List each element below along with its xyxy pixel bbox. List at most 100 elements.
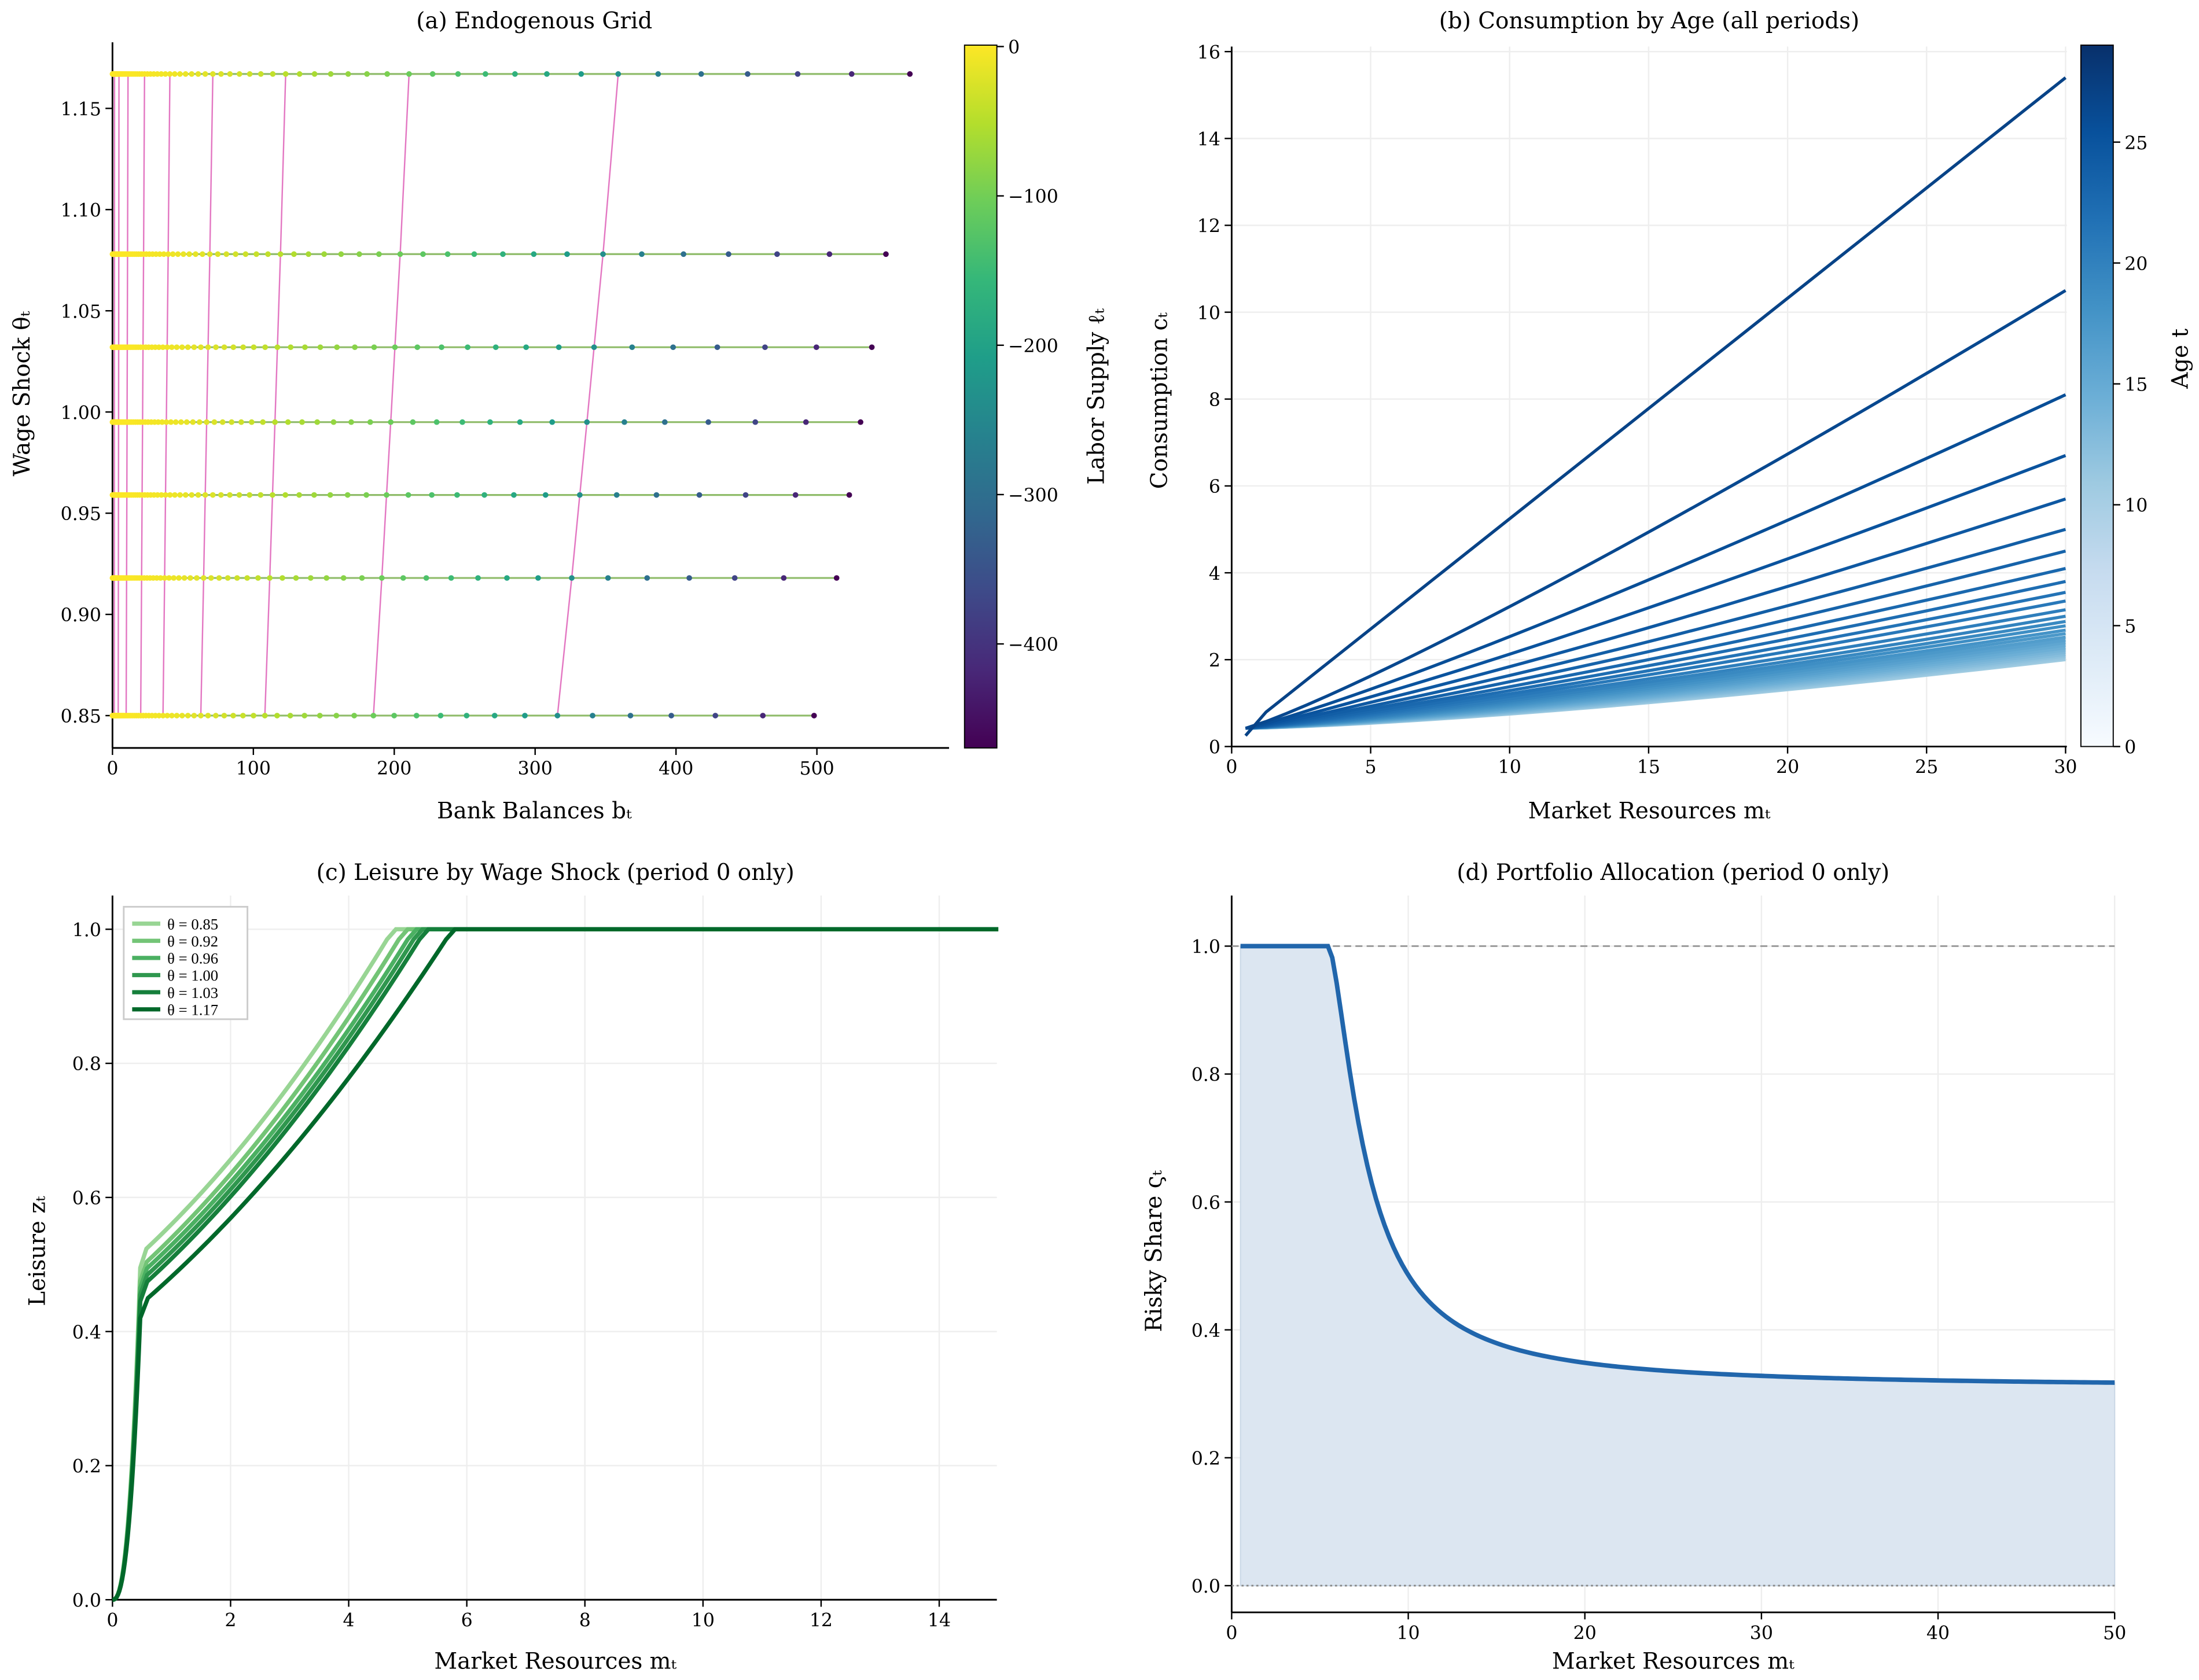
panel-a-point (414, 344, 421, 351)
panel-a-point (160, 344, 166, 351)
panel-a-point (410, 419, 416, 425)
panel-a-colorbar-label: Labor Supply ℓₜ (1083, 308, 1109, 485)
panel-a-point (826, 251, 833, 257)
panel-b-colorbar-tick-label: 20 (2124, 254, 2147, 275)
panel-a-point (223, 251, 230, 257)
panel-a-point (181, 251, 186, 257)
panel-a-point (696, 492, 703, 498)
panel-b-age-line (1245, 528, 2066, 730)
panel-b-age-line (1245, 549, 2066, 730)
panel-c-leisure-line (112, 927, 999, 1602)
panel-a-point (491, 713, 498, 719)
panel-a-point (600, 251, 606, 257)
panel-a-point (270, 492, 275, 498)
panel-a-point (742, 492, 749, 498)
panel-b-y-tick-label: 6 (1209, 477, 1220, 498)
panel-a-point (622, 419, 627, 425)
panel-c-legend-label: θ = 0.96 (167, 950, 218, 967)
panel-a-point (209, 492, 216, 498)
panel-c-leisure-line (112, 927, 999, 1602)
panel-a-point (483, 71, 488, 77)
panel-b-colorbar-tick-label: 0 (2124, 738, 2136, 758)
panel-b-y-tick-label: 10 (1197, 303, 1220, 324)
panel-a-point (429, 71, 436, 77)
panel-a-point (258, 71, 264, 77)
panel-a-y-tick-label: 1.05 (61, 301, 101, 322)
panel-a-point (190, 419, 196, 425)
panel-a-point (236, 71, 242, 77)
panel-a-point (781, 575, 787, 581)
panel-a-point (556, 344, 562, 351)
panel-a-point (627, 713, 634, 719)
panel-d-ylabel: Risky Share ςₜ (1141, 1170, 1167, 1332)
panel-b-x-tick-label: 0 (1226, 757, 1237, 778)
panel-a-point (752, 419, 759, 425)
panel-c-legend-label: θ = 1.17 (167, 1001, 218, 1018)
panel-a-point (282, 492, 288, 498)
panel-a-point (238, 419, 244, 425)
panel-a-point (262, 713, 268, 719)
panel-c-legend-label: θ = 1.03 (167, 984, 218, 1001)
panel-b-xlabel: Market Resources mₜ (1528, 798, 1771, 824)
panel-a: (a) Endogenous Grid Bank Balances bₜ Wag… (9, 8, 1109, 824)
panel-a-point (464, 713, 470, 719)
panel-a-point (352, 344, 358, 351)
panel-a-point (234, 575, 240, 581)
panel-a-point (356, 251, 362, 257)
panel-a-point (178, 419, 184, 425)
panel-a-point (504, 575, 510, 581)
panel-a-point (714, 344, 720, 351)
panel-a-point (183, 419, 190, 425)
panel-a-point (405, 492, 411, 498)
panel-c-legend: θ = 0.85θ = 0.92θ = 0.96θ = 1.00θ = 1.03… (123, 905, 249, 1020)
panel-a-colorbar-tick-label: −100 (1008, 187, 1058, 208)
panel-a-point (174, 713, 180, 719)
panel-a-point (345, 71, 351, 77)
panel-a-point (535, 575, 541, 581)
panel-a-point (196, 419, 203, 425)
panel-a-point (299, 419, 305, 425)
panel-b-colorbar-tick-label: 10 (2124, 496, 2147, 517)
panel-b-y-tick-label: 14 (1197, 130, 1220, 150)
panel-a-point (731, 575, 738, 581)
panel-a-point (511, 492, 517, 498)
panel-a-point (160, 713, 166, 719)
panel-a-point (858, 419, 863, 425)
panel-c-leisure-line (112, 927, 999, 1602)
panel-a-point (311, 71, 318, 77)
panel-a-point (376, 251, 382, 257)
panel-b-age-line (1244, 76, 2067, 737)
panel-a-point (420, 251, 426, 257)
panel-a-point (187, 575, 193, 581)
panel-b-x-tick-label: 25 (1915, 757, 1938, 778)
panel-a-point (471, 251, 477, 257)
panel-a-point (205, 713, 211, 719)
panel-a-point (437, 713, 444, 719)
panel-a-point (364, 71, 370, 77)
panel-a-point (155, 419, 161, 425)
panel-c-y-tick-label: 0.0 (72, 1590, 101, 1611)
panel-a-point (564, 251, 570, 257)
panel-a-point (213, 713, 219, 719)
panel-a-point (774, 251, 780, 257)
panel-a-point (218, 492, 224, 498)
panel-a-point (811, 713, 817, 719)
panel-b-colorbar-tick-label: 25 (2124, 133, 2147, 154)
panel-b-y-tick-label: 2 (1209, 650, 1220, 671)
panel-a-point (367, 419, 373, 425)
panel-b-x-tick-label: 15 (1637, 757, 1660, 778)
panel-a-colorbar-tick-label: −300 (1008, 485, 1058, 506)
panel-c-x-tick-label: 4 (343, 1610, 355, 1631)
panel-a-point (195, 492, 201, 498)
panel-a-point (164, 344, 170, 351)
panel-a-point (338, 251, 344, 257)
panel-a-point (400, 575, 406, 581)
panel-a-x-tick-label: 400 (659, 758, 693, 779)
panel-a-connector-line (162, 73, 171, 716)
panel-a-point (159, 419, 166, 425)
panel-a-point (883, 251, 889, 257)
panel-a-y-tick-label: 0.85 (61, 706, 101, 727)
panel-a-point (371, 344, 377, 351)
panel-a-point (185, 344, 191, 351)
panel-a-y-tick-label: 0.90 (61, 605, 101, 626)
